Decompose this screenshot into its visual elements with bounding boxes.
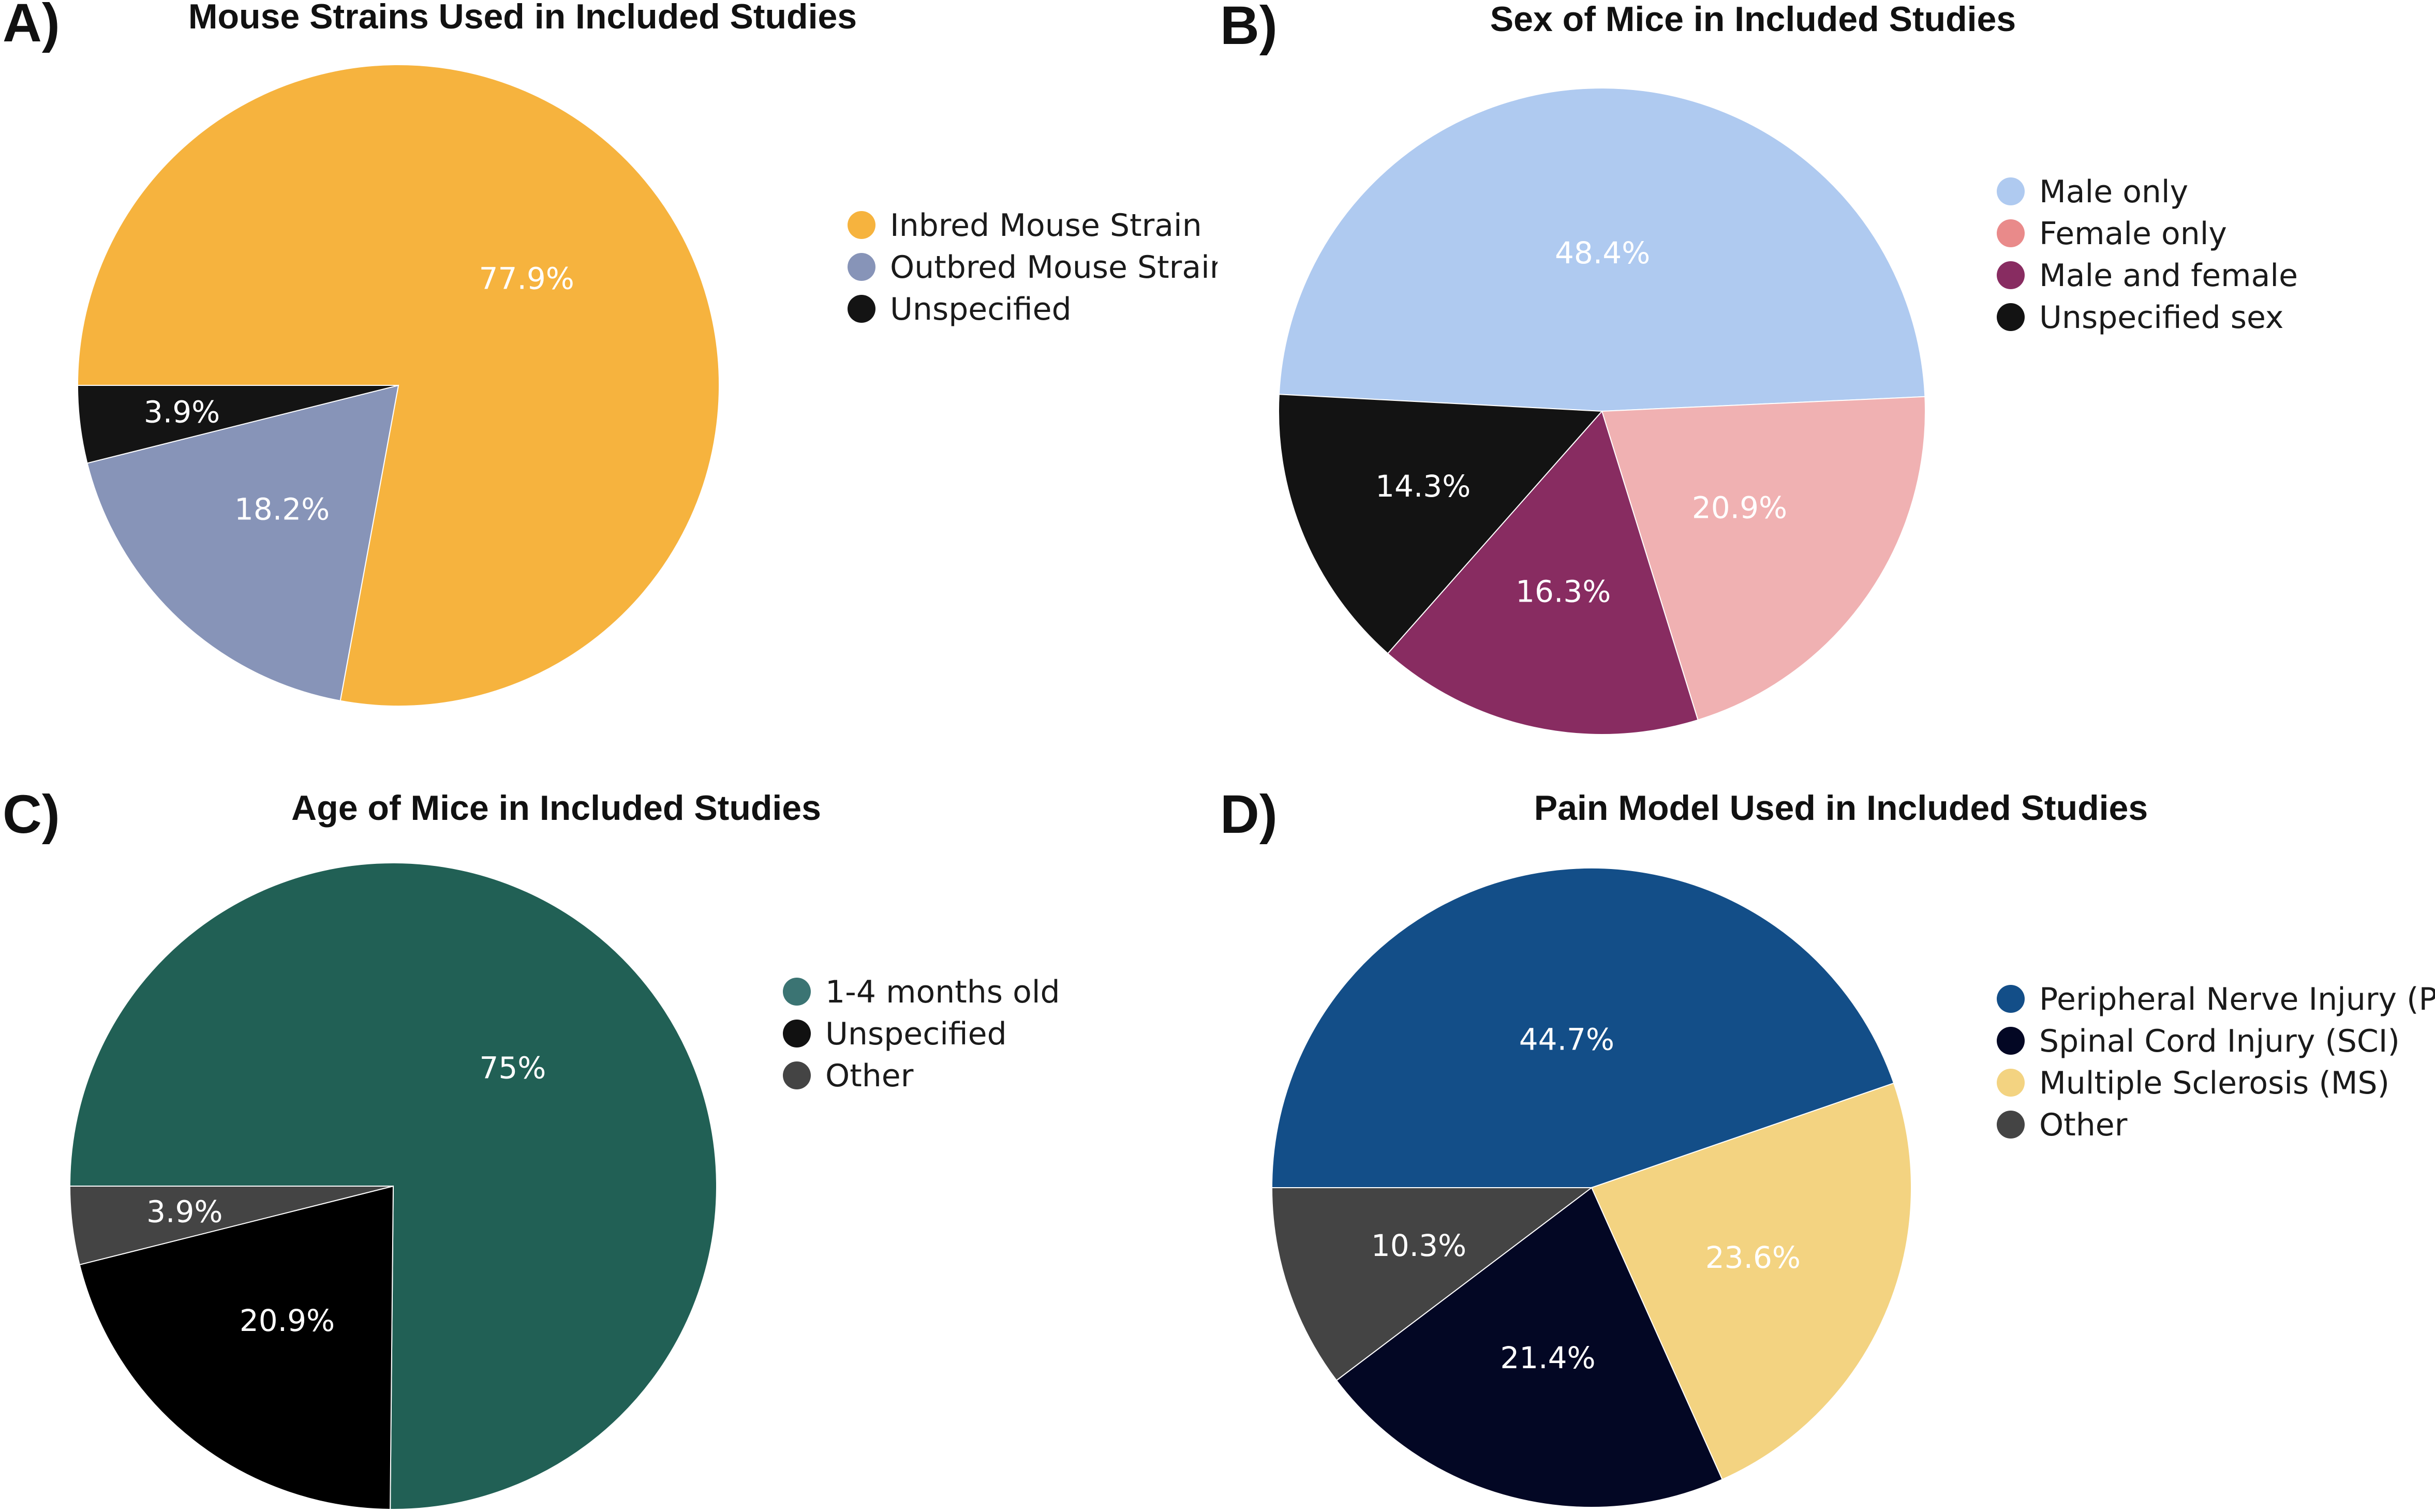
pie-slice-other xyxy=(69,1186,394,1266)
legend-label: Peripheral Nerve Injury (PNI) xyxy=(2039,981,2435,1017)
slice-value-label: 75% xyxy=(479,1050,546,1085)
legend-label: 1-4 months old xyxy=(825,974,1060,1010)
legend-swatch xyxy=(1997,1111,2025,1139)
slice-value-label: 18.2% xyxy=(234,492,330,527)
legend-swatch xyxy=(848,211,875,239)
pie-slice-male-only xyxy=(1278,87,1926,412)
legend-swatch xyxy=(1997,1069,2025,1097)
legend-label: Other xyxy=(2039,1107,2128,1143)
chart-title: Mouse Strains Used in Included Studies xyxy=(188,0,857,36)
legend-swatch xyxy=(848,253,875,281)
pie-slice-female-only xyxy=(1601,396,1926,721)
slice-value-label: 44.7% xyxy=(1519,1022,1614,1057)
legend-label: Unspecified xyxy=(890,291,1072,327)
legend-swatch xyxy=(1997,985,2025,1013)
chart-panel-1: B) Sex of Mice in Included Studies 48.4% 20… xyxy=(1218,0,2435,756)
chart-panel-0: A) Mouse Strains Used in Included Studies… xyxy=(0,0,1218,756)
slice-value-label: 48.4% xyxy=(1555,235,1650,271)
slice-value-label: 14.3% xyxy=(1375,469,1471,504)
pie-slice-multiple-sclerosis-ms xyxy=(1591,1082,1912,1480)
pie-slice-other xyxy=(1271,1187,1593,1382)
slice-value-label: 10.3% xyxy=(1371,1228,1466,1263)
slice-value-label: 3.9% xyxy=(144,395,220,430)
panel-label: A) xyxy=(3,0,60,53)
legend-swatch xyxy=(1997,1027,2025,1055)
pie-chart-svg: C) Age of Mice in Included Studies 75% 20.9… xyxy=(3,784,1060,1510)
legend-label: Inbred Mouse Strain xyxy=(890,207,1202,244)
chart-title: Pain Model Used in Included Studies xyxy=(1534,788,2148,828)
pie-slice-spinal-cord-injury-sci xyxy=(1335,1187,1723,1508)
pie-chart-svg: D) Pain Model Used in Included Studies 44.… xyxy=(1220,784,2435,1508)
legend-swatch xyxy=(1997,177,2025,205)
slice-value-label: 21.4% xyxy=(1500,1340,1595,1375)
legend-swatch xyxy=(848,295,875,323)
chart-panel-2: C) Age of Mice in Included Studies 75% 20.9… xyxy=(0,756,1218,1511)
pie-chart-svg: B) Sex of Mice in Included Studies 48.4% 20… xyxy=(1220,0,2298,735)
legend-swatch xyxy=(1997,219,2025,247)
pie-slice-unspecified xyxy=(77,385,399,464)
pie-slice-male-and-female xyxy=(1387,410,1699,735)
legend-label: Multiple Sclerosis (MS) xyxy=(2039,1065,2389,1101)
pie-slice-unspecified-sex xyxy=(1278,394,1603,654)
slice-value-label: 77.9% xyxy=(479,261,574,296)
legend-swatch xyxy=(1997,261,2025,289)
legend-label: Outbred Mouse Strain xyxy=(890,249,1218,286)
legend-label: Spinal Cord Injury (SCI) xyxy=(2039,1023,2400,1059)
slice-value-label: 3.9% xyxy=(146,1194,222,1230)
legend-label: Unspecified sex xyxy=(2039,300,2283,336)
chart-title: Age of Mice in Included Studies xyxy=(291,788,821,828)
slice-value-label: 23.6% xyxy=(1705,1240,1801,1275)
pie-slice-outbred-mouse-strain xyxy=(86,384,399,701)
panel-label: B) xyxy=(1220,0,1278,56)
legend-swatch xyxy=(783,1020,811,1047)
chart-panel-3: D) Pain Model Used in Included Studies 44.… xyxy=(1218,756,2435,1511)
slice-value-label: 20.9% xyxy=(1692,490,1787,526)
legend-swatch xyxy=(1997,303,2025,331)
legend-label: Other xyxy=(825,1058,914,1094)
slice-value-label: 20.9% xyxy=(240,1303,335,1338)
pie-slice-unspecified xyxy=(79,1185,394,1510)
legend-swatch xyxy=(783,1061,811,1089)
chart-title: Sex of Mice in Included Studies xyxy=(1490,0,2016,39)
panel-label: D) xyxy=(1220,784,1278,845)
pie-slice-peripheral-nerve-injury-pni xyxy=(1271,867,1895,1188)
pie-slice-1-4-months-old xyxy=(69,862,717,1510)
legend-label: Female only xyxy=(2039,216,2227,252)
panel-label: C) xyxy=(3,784,60,845)
legend-label: Male and female xyxy=(2039,258,2298,294)
legend-label: Unspecified xyxy=(825,1016,1007,1052)
pie-chart-svg: A) Mouse Strains Used in Included Studies… xyxy=(3,0,1218,707)
slice-value-label: 16.3% xyxy=(1516,574,1611,609)
legend-swatch xyxy=(783,978,811,1006)
legend-label: Male only xyxy=(2039,174,2188,210)
